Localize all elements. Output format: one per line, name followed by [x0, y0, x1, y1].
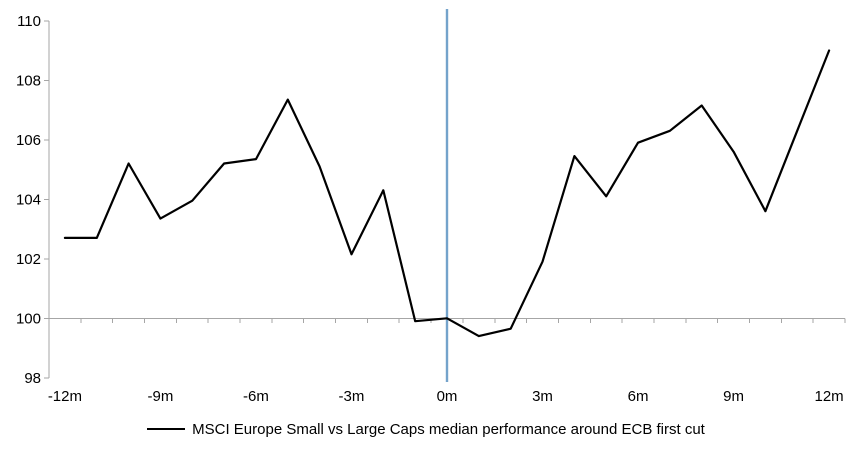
x-tick-label: -6m	[243, 388, 269, 405]
y-tick-label: 102	[16, 251, 41, 268]
legend-line-swatch	[147, 428, 186, 430]
x-tick-label: 0m	[437, 388, 458, 405]
y-tick-label: 98	[24, 370, 41, 387]
legend: MSCI Europe Small vs Large Caps median p…	[0, 419, 852, 439]
x-tick-label: 6m	[628, 388, 649, 405]
x-tick-label: -3m	[339, 388, 365, 405]
x-tick-label: -9m	[148, 388, 174, 405]
y-tick-label: 106	[16, 132, 41, 149]
legend-label: MSCI Europe Small vs Large Caps median p…	[192, 420, 705, 438]
x-tick-label: 12m	[814, 388, 843, 405]
y-tick-label: 100	[16, 310, 41, 327]
y-tick-label: 110	[17, 13, 41, 30]
series-line	[63, 49, 831, 338]
y-tick-label: 108	[16, 72, 41, 89]
y-tick-label: 104	[16, 191, 41, 208]
x-tick-label: 9m	[723, 388, 744, 405]
x-tick-label: 3m	[532, 388, 553, 405]
x-tick-label: -12m	[48, 388, 82, 405]
